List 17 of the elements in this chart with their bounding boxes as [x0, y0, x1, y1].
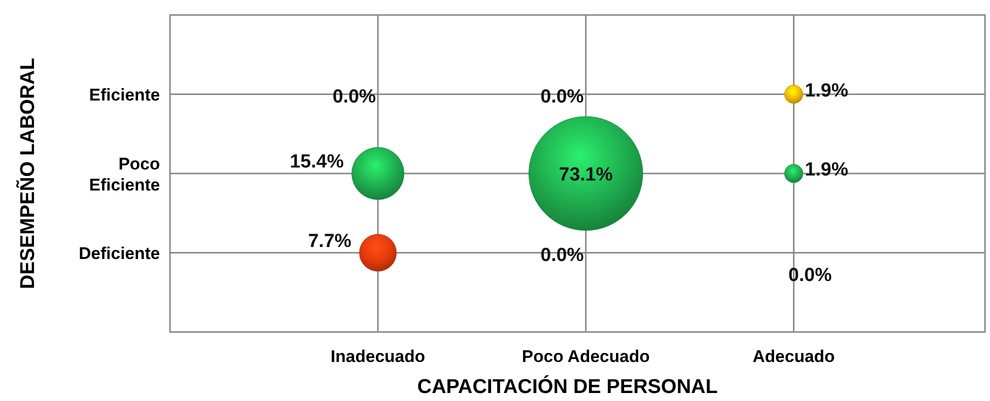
data-label: 0.0%	[540, 244, 584, 266]
x-tick-label: Adecuado	[752, 347, 835, 366]
data-label: 0.0%	[332, 86, 376, 108]
data-label: 0.0%	[788, 264, 832, 286]
data-label: 0.0%	[540, 86, 584, 108]
x-tick-label: Poco Adecuado	[522, 347, 650, 366]
data-label: 1.9%	[804, 160, 848, 180]
data-label: 15.4%	[290, 152, 344, 172]
data-label: 1.9%	[804, 80, 848, 102]
x-tick-label: Inadecuado	[330, 347, 426, 366]
x-axis-title: CAPACITACIÓN DE PERSONAL	[417, 375, 718, 398]
y-tick-label: Poco Eficiente	[89, 154, 160, 194]
y-tick-label: Eficiente	[89, 85, 160, 104]
y-axis-title: DESEMPEÑO LABORAL	[16, 58, 39, 290]
data-label: 73.1%	[558, 164, 613, 186]
data-label: 7.7%	[308, 230, 352, 252]
y-tick-label: Deficiente	[78, 244, 160, 263]
